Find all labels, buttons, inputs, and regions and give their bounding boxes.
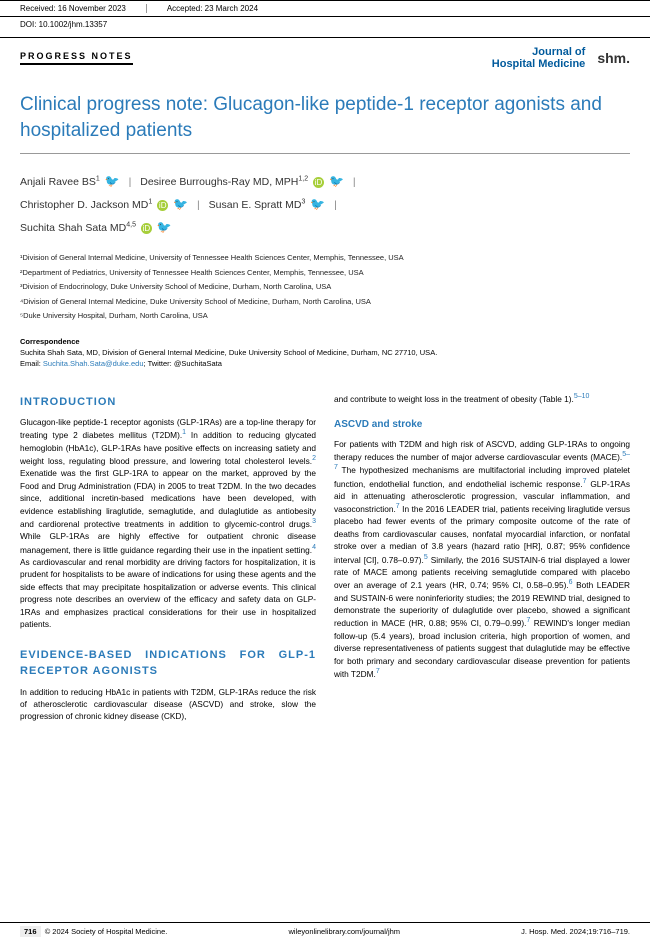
orcid-icon[interactable]: iD — [157, 200, 168, 211]
heading-introduction: INTRODUCTION — [20, 394, 316, 411]
author: Christopher D. Jackson MD1 iD 🐦 — [20, 199, 188, 211]
affiliation: ¹Division of General Internal Medicine, … — [20, 251, 630, 265]
affiliation: ⁴Division of General Internal Medicine, … — [20, 295, 630, 309]
page-footer: 716 © 2024 Society of Hospital Medicine.… — [0, 922, 650, 940]
correspondence-heading: Correspondence — [20, 336, 630, 347]
page-number: 716 — [20, 926, 41, 937]
affiliation: ²Department of Pediatrics, University of… — [20, 266, 630, 280]
accepted-date: Accepted: 23 March 2024 — [167, 4, 258, 13]
twitter-icon[interactable]: 🐦 — [105, 174, 120, 188]
twitter-icon[interactable]: 🐦 — [329, 174, 344, 188]
paragraph: Glucagon-like peptide-1 receptor agonist… — [20, 416, 316, 631]
section-label: PROGRESS NOTES — [20, 51, 133, 65]
twitter-icon[interactable]: 🐦 — [173, 197, 188, 211]
article-title: Clinical progress note: Glucagon-like pe… — [0, 74, 650, 153]
doi: DOI: 10.1002/jhm.13357 — [0, 17, 650, 38]
journal-url: wileyonlinelibrary.com/journal/jhm — [288, 927, 400, 936]
left-column: INTRODUCTION Glucagon-like peptide-1 rec… — [20, 392, 316, 723]
copyright: © 2024 Society of Hospital Medicine. — [45, 927, 168, 936]
author: Anjali Ravee BS1 🐦 — [20, 176, 120, 188]
affiliations: ¹Division of General Internal Medicine, … — [0, 245, 650, 332]
author: Susan E. Spratt MD3 🐦 — [209, 199, 326, 211]
correspondence-contact: Email: Suchita.Shah.Sata@duke.edu; Twitt… — [20, 358, 630, 369]
body-columns: INTRODUCTION Glucagon-like peptide-1 rec… — [0, 380, 650, 723]
journal-logo: Journal of Hospital Medicine — [492, 46, 586, 70]
received-date: Received: 16 November 2023 — [20, 4, 126, 13]
twitter-icon[interactable]: 🐦 — [157, 220, 172, 234]
paragraph: In addition to reducing HbA1c in patient… — [20, 686, 316, 723]
citation: J. Hosp. Med. 2024;19:716–719. — [521, 927, 630, 936]
author: Suchita Shah Sata MD4,5 iD 🐦 — [20, 222, 172, 234]
right-column: and contribute to weight loss in the tre… — [334, 392, 630, 723]
shm-logo: shm. — [597, 50, 630, 66]
heading-ascvd: ASCVD and stroke — [334, 417, 630, 432]
author-list: Anjali Ravee BS1 🐦 | Desiree Burroughs-R… — [0, 160, 650, 245]
correspondence: Correspondence Suchita Shah Sata, MD, Di… — [0, 332, 650, 380]
email-link[interactable]: Suchita.Shah.Sata@duke.edu — [43, 359, 144, 368]
twitter-icon[interactable]: 🐦 — [310, 197, 325, 211]
correspondence-text: Suchita Shah Sata, MD, Division of Gener… — [20, 347, 630, 358]
paragraph: For patients with T2DM and high risk of … — [334, 438, 630, 680]
affiliation: ³Division of Endocrinology, Duke Univers… — [20, 280, 630, 294]
author: Desiree Burroughs-Ray MD, MPH1,2 iD 🐦 — [140, 176, 344, 188]
orcid-icon[interactable]: iD — [313, 177, 324, 188]
date-bar: Received: 16 November 2023 Accepted: 23 … — [0, 0, 650, 17]
orcid-icon[interactable]: iD — [141, 223, 152, 234]
logos: Journal of Hospital Medicine shm. — [492, 46, 630, 70]
header-row: PROGRESS NOTES Journal of Hospital Medic… — [0, 38, 650, 74]
heading-evidence: EVIDENCE-BASED INDICATIONS FOR GLP-1 REC… — [20, 647, 316, 680]
affiliation: ⁵Duke University Hospital, Durham, North… — [20, 309, 630, 323]
paragraph: and contribute to weight loss in the tre… — [334, 392, 630, 405]
